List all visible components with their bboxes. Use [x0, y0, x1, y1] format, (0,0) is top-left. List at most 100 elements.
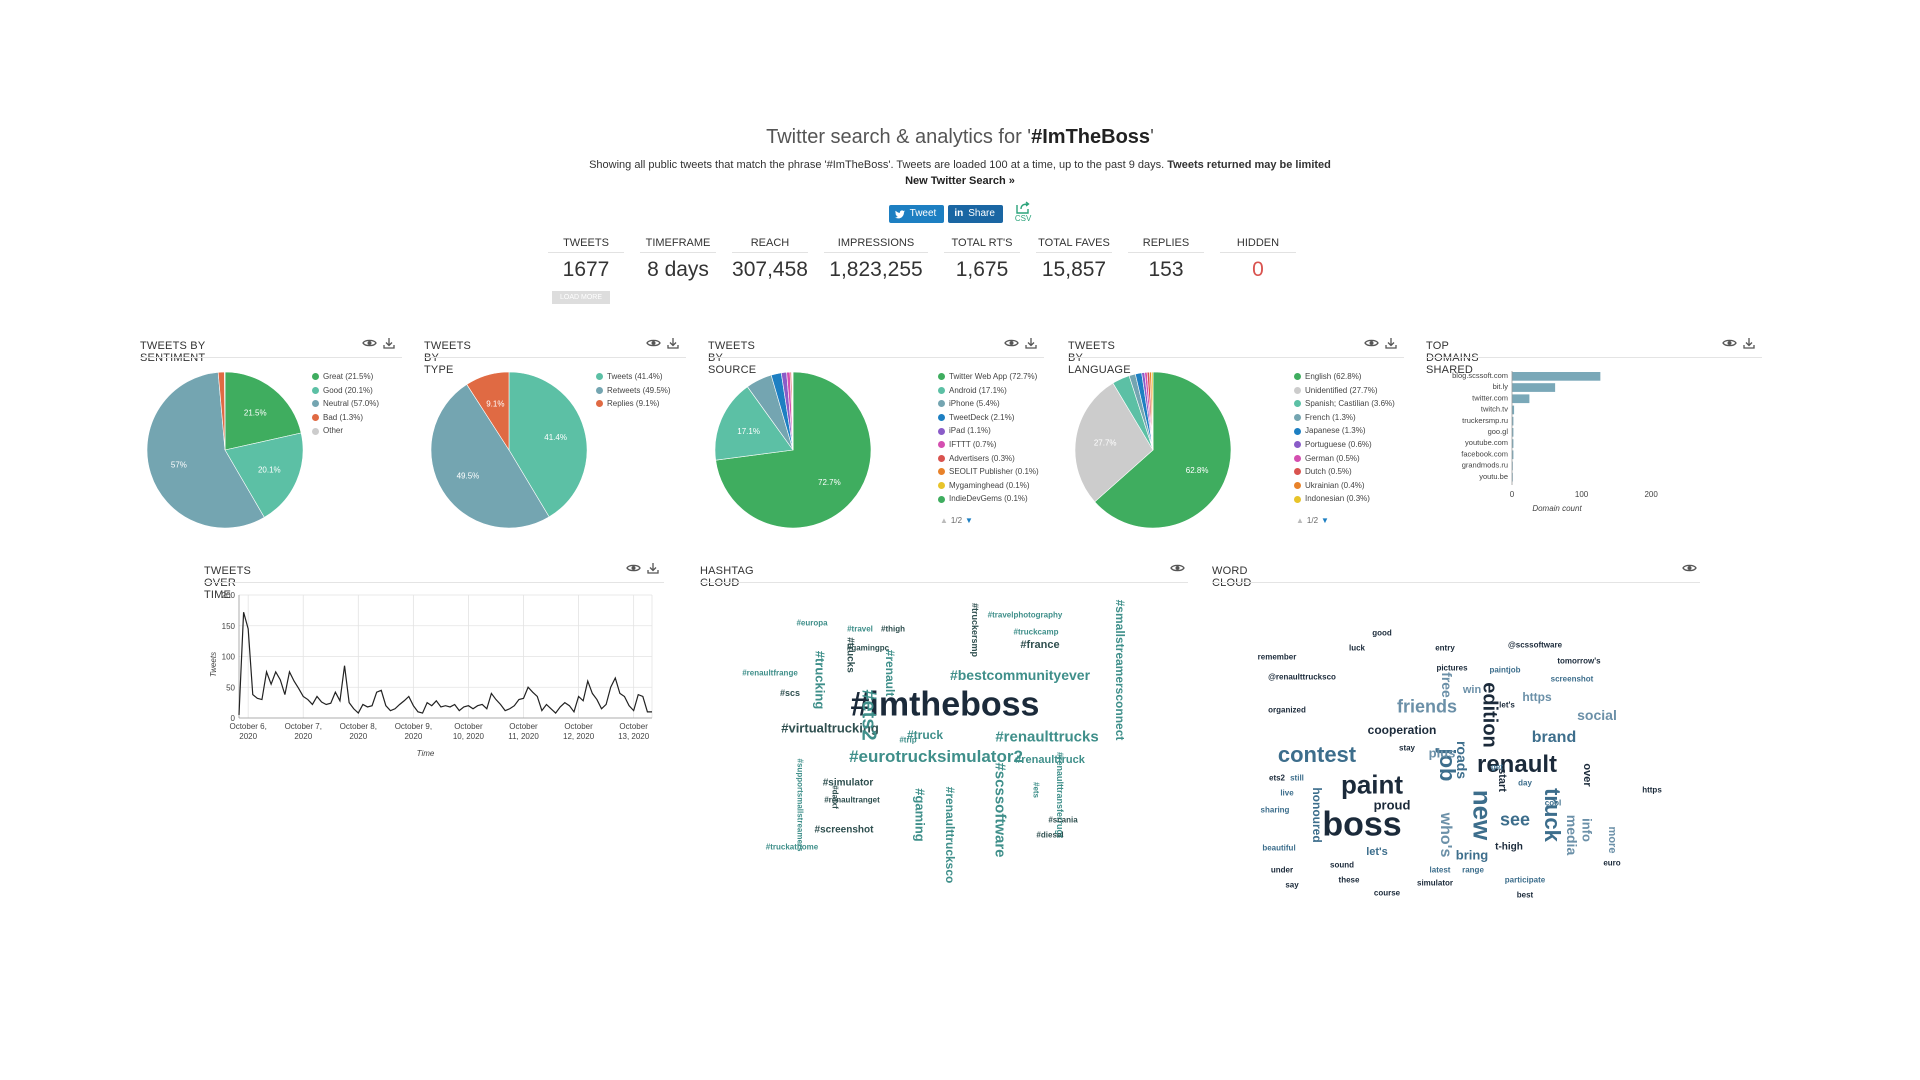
pie-slice[interactable]	[224, 371, 302, 451]
cloud-word[interactable]: #smallstreamersconnect	[1113, 599, 1127, 741]
pie-slice[interactable]	[466, 371, 510, 452]
pager-up-icon[interactable]: ▲	[940, 516, 948, 525]
cloud-word[interactable]: free	[1439, 672, 1455, 698]
csv-export-button[interactable]: CSV	[1015, 201, 1031, 223]
cloud-word[interactable]: #renaulttrucks	[995, 728, 1099, 746]
legend-item[interactable]: TweetDeck (2.1%)	[938, 411, 1039, 425]
bar[interactable]	[1512, 461, 1513, 471]
cloud-word[interactable]: simulator	[1416, 878, 1454, 888]
cloud-word[interactable]: start	[1496, 768, 1508, 792]
legend-item[interactable]: Indonesian (0.3%)	[1294, 492, 1395, 506]
cloud-word[interactable]: renault	[1476, 751, 1558, 778]
legend-item[interactable]: Bad (1.3%)	[312, 411, 379, 425]
download-icon[interactable]	[1385, 338, 1397, 349]
cloud-word[interactable]: social	[1577, 707, 1617, 723]
cloud-word[interactable]: #bestcommunityever	[949, 667, 1091, 683]
cloud-word[interactable]: sound	[1330, 860, 1354, 870]
load-more-button[interactable]: LOAD MORE	[552, 291, 610, 304]
cloud-word[interactable]: latest	[1429, 865, 1451, 875]
cloud-word[interactable]: #screenshot	[814, 824, 874, 836]
cloud-word[interactable]: day	[1518, 778, 1532, 788]
cloud-word[interactable]: @scssoftware	[1507, 640, 1563, 650]
cloud-word[interactable]: these	[1338, 875, 1360, 885]
cloud-word[interactable]: #imtheboss	[850, 685, 1040, 724]
cloud-word[interactable]: tomorrow's	[1557, 656, 1601, 666]
eye-icon[interactable]	[362, 338, 377, 348]
cloud-word[interactable]: #renaultranget	[824, 795, 880, 805]
cloud-word[interactable]: still	[1290, 773, 1304, 783]
cloud-word[interactable]: under	[1270, 865, 1294, 875]
cloud-word[interactable]: #scssoftware	[991, 762, 1009, 858]
legend-item[interactable]: Replies (9.1%)	[596, 397, 671, 411]
cloud-word[interactable]: paint	[1340, 769, 1404, 800]
legend-item[interactable]: Advertisers (0.3%)	[938, 452, 1039, 466]
download-icon[interactable]	[383, 338, 395, 349]
cloud-word[interactable]: #renaultfrange	[742, 668, 798, 678]
legend-item[interactable]: Other	[312, 424, 379, 438]
cloud-word[interactable]: #renaulttruck	[1015, 754, 1085, 766]
legend-item[interactable]: English (62.8%)	[1294, 370, 1395, 384]
legend-item[interactable]: Neutral (57.0%)	[312, 397, 379, 411]
legend-item[interactable]: Mygaminghead (0.1%)	[938, 479, 1039, 493]
pager-down-icon[interactable]: ▼	[1321, 516, 1329, 525]
cloud-word[interactable]: win	[1462, 684, 1482, 696]
cloud-word[interactable]: bring	[1455, 847, 1489, 863]
eye-icon[interactable]	[646, 338, 661, 348]
cloud-word[interactable]: #supportsmallstreamers	[795, 758, 805, 852]
cloud-word[interactable]: #travelphotography	[987, 610, 1063, 620]
cloud-word[interactable]: range	[1462, 865, 1484, 875]
bar[interactable]	[1512, 450, 1514, 460]
cloud-word[interactable]: plus	[1428, 745, 1456, 761]
cloud-word[interactable]: honoured	[1310, 787, 1324, 843]
cloud-word[interactable]: #truckcamp	[1013, 627, 1059, 637]
cloud-word[interactable]: good	[1372, 628, 1392, 638]
download-icon[interactable]	[1743, 338, 1755, 349]
cloud-word[interactable]: over	[1581, 763, 1593, 787]
legend-item[interactable]: Android (17.1%)	[938, 384, 1039, 398]
bar[interactable]	[1512, 405, 1515, 415]
cloud-word[interactable]: #europa	[796, 618, 828, 628]
eye-icon[interactable]	[626, 563, 641, 573]
cloud-word[interactable]: see	[1499, 809, 1531, 830]
cloud-word[interactable]: boss	[1322, 805, 1402, 844]
legend-item[interactable]: Dutch (0.5%)	[1294, 465, 1395, 479]
cloud-word[interactable]: #dafxf	[830, 785, 840, 809]
cloud-word[interactable]: course	[1373, 888, 1401, 898]
download-icon[interactable]	[667, 338, 679, 349]
bar[interactable]	[1512, 383, 1556, 392]
legend-item[interactable]: French (1.3%)	[1294, 411, 1395, 425]
legend-item[interactable]: IFTTT (0.7%)	[938, 438, 1039, 452]
cloud-word[interactable]: friends	[1396, 696, 1458, 717]
pager-down-icon[interactable]: ▼	[965, 516, 973, 525]
download-icon[interactable]	[1025, 338, 1037, 349]
legend-item[interactable]: Spanish; Castilian (3.6%)	[1294, 397, 1395, 411]
bar[interactable]	[1512, 372, 1601, 381]
legend-item[interactable]: Great (21.5%)	[312, 370, 379, 384]
cloud-word[interactable]: let's	[1366, 846, 1388, 858]
cloud-word[interactable]: proud	[1373, 797, 1411, 813]
bar[interactable]	[1512, 416, 1514, 426]
cloud-word[interactable]: #diesel	[1036, 830, 1064, 840]
eye-icon[interactable]	[1722, 338, 1737, 348]
cloud-word[interactable]: #truck	[906, 728, 944, 742]
cloud-word[interactable]: #truckersmp	[970, 602, 980, 658]
cloud-word[interactable]: #virtualtrucking	[781, 720, 879, 736]
cloud-word[interactable]: #trucking	[812, 650, 828, 710]
cloud-word[interactable]: beautiful	[1262, 843, 1296, 853]
pie-slice[interactable]	[1094, 371, 1232, 529]
cloud-word[interactable]: #scania	[1048, 815, 1078, 825]
bar[interactable]	[1512, 472, 1513, 482]
eye-icon[interactable]	[1682, 563, 1697, 573]
cloud-word[interactable]: brand	[1531, 729, 1577, 746]
new-twitter-search-link[interactable]: New Twitter Search »	[905, 175, 1015, 187]
cloud-word[interactable]: say	[1285, 880, 1299, 890]
cloud-word[interactable]: #truckathome	[765, 842, 819, 852]
cloud-word[interactable]: #renault	[883, 649, 897, 697]
pie-slice[interactable]	[714, 386, 794, 461]
cloud-word[interactable]: luck	[1348, 643, 1366, 653]
legend-item[interactable]: iPhone (5.4%)	[938, 397, 1039, 411]
cloud-word[interactable]: who's	[1437, 812, 1454, 858]
cloud-word[interactable]: #simulator	[822, 777, 874, 789]
cloud-word[interactable]: media	[1564, 814, 1580, 856]
cloud-word[interactable]: #ets	[1031, 781, 1041, 799]
